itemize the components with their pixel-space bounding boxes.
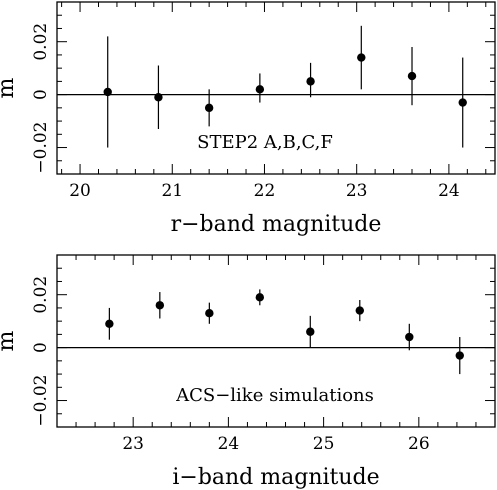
panel-1-frame <box>56 1 496 175</box>
panel-1-data-point <box>407 71 417 81</box>
panel-2: 23 24 25 26 −0.02 0 0.02 m i−band magnitude ACS−l… <box>0 254 496 490</box>
panel-2-xtick-label: 23 <box>122 434 144 454</box>
panel-2-ylabel: m <box>0 330 19 351</box>
panel-2-xlabel: i−band magnitude <box>172 465 379 490</box>
panel-1-data-point <box>255 85 265 94</box>
panel-2-data-point <box>255 293 265 302</box>
panel-1: 20 21 22 23 24 −0.02 0 0.02 m r−band magnitude STE… <box>0 1 496 237</box>
panel-1-xtick-label: 21 <box>161 181 183 201</box>
panel-1-data-point <box>204 103 214 113</box>
panel-1-annotation: STEP2 A,B,C,F <box>197 132 333 153</box>
panel-1-ylabel: m <box>0 77 19 98</box>
panel-2-ytick-label: 0 <box>31 342 51 353</box>
panel-2-data-point <box>355 306 364 315</box>
panel-2-frame <box>56 254 496 428</box>
panel-1-xlabel: r−band magnitude <box>171 212 382 237</box>
panel-1-xtick-label: 24 <box>438 181 460 201</box>
panel-1-xtick-label: 22 <box>254 181 276 201</box>
panel-1-data-point <box>103 87 112 97</box>
panel-2-data-point <box>105 319 114 328</box>
panel-2-data-point <box>155 301 165 310</box>
panel-2-xtick-label: 25 <box>313 434 335 454</box>
panel-2-data-point <box>306 327 315 336</box>
panel-2-data-point <box>455 351 464 360</box>
panel-1-data-point <box>306 77 315 86</box>
panel-1-ytick-label: 0 <box>31 89 51 100</box>
panel-1-ytick-label: −0.02 <box>31 121 51 173</box>
panel-1-data-point <box>154 93 163 102</box>
panel-2-annotation: ACS−like simulations <box>175 385 374 406</box>
panel-1-data-point <box>357 53 366 62</box>
panel-1-xtick-label: 20 <box>69 181 91 201</box>
panel-2-data-point <box>405 332 414 342</box>
panel-2-xtick-label: 24 <box>218 434 240 454</box>
panel-2-xtick-label: 26 <box>408 434 430 454</box>
panel-1-xtick-label: 23 <box>346 181 368 201</box>
panel-1-ytick-label: 0.02 <box>31 23 51 61</box>
panel-2-ytick-label: −0.02 <box>31 374 51 426</box>
panel-2-ytick-label: 0.02 <box>31 276 51 314</box>
panel-1-data-point <box>458 98 467 107</box>
panel-2-data-point <box>205 309 214 318</box>
